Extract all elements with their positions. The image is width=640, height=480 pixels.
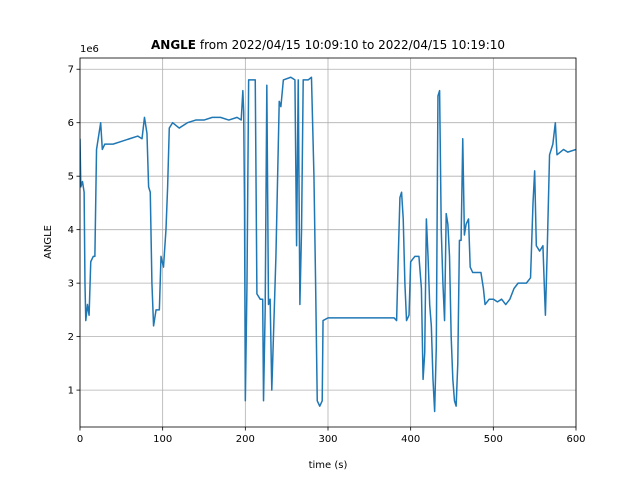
x-tick-label: 100: [153, 434, 172, 445]
y-axis-label: ANGLE: [43, 225, 54, 259]
title-rest: from 2022/04/15 10:09:10 to 2022/04/15 1…: [200, 38, 505, 52]
axes-frame: [79, 57, 577, 428]
y-offset-label: 1e6: [80, 44, 99, 55]
y-tick-label: 6: [68, 118, 74, 129]
x-tick-label: 600: [566, 434, 585, 445]
title-bold: ANGLE: [151, 38, 196, 52]
y-tick-label: 4: [68, 225, 74, 236]
data-line: [80, 76, 576, 413]
x-tick-label: 300: [318, 434, 337, 445]
y-tick-label: 5: [68, 172, 74, 183]
x-tick-label: 0: [77, 434, 83, 445]
y-tick-label: 7: [68, 65, 74, 76]
x-axis-label: time (s): [309, 460, 348, 471]
y-tick-label: 3: [68, 279, 74, 290]
x-tick-label: 400: [401, 434, 420, 445]
x-tick-label: 500: [484, 434, 503, 445]
chart-title: ANGLE from 2022/04/15 10:09:10 to 2022/0…: [151, 38, 505, 52]
y-tick-label: 1: [68, 386, 74, 397]
x-tick-label: 200: [236, 434, 255, 445]
y-tick-label: 2: [68, 332, 74, 343]
